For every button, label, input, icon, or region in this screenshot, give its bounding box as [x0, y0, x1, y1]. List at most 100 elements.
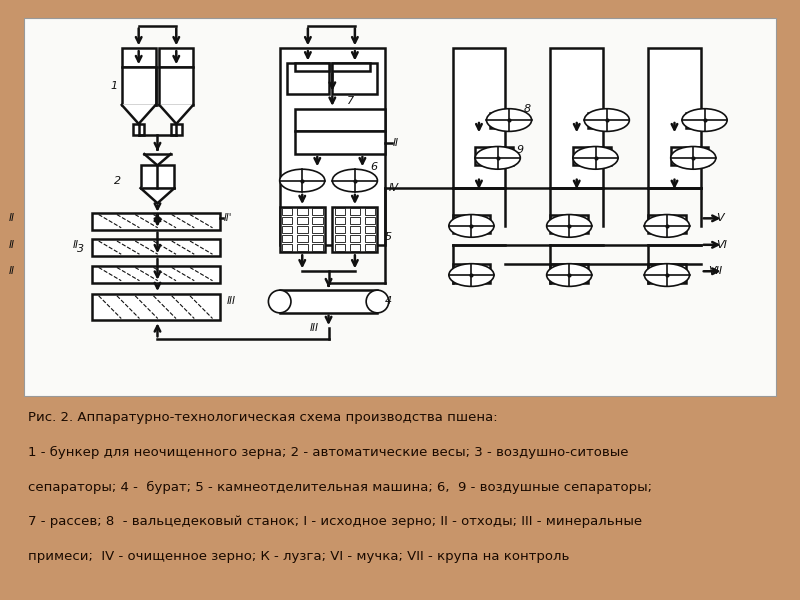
Text: Рис. 2. Аппаратурно-технологическая схема производства пшена:: Рис. 2. Аппаратурно-технологическая схем… [28, 411, 498, 424]
Text: примеси;  IV - очищенное зерно; К - лузга; VI - мучка; VII - крупа на контроль: примеси; IV - очищенное зерно; К - лузга… [28, 550, 570, 563]
Bar [334, 244, 345, 251]
Bar [350, 217, 360, 224]
Circle shape [332, 169, 378, 192]
Bar [92, 239, 219, 256]
Bar [334, 208, 345, 215]
Circle shape [645, 263, 690, 286]
Text: 7 - рассев; 8  - вальцедековый станок; I - исходное зерно; II - отходы; III - ми: 7 - рассев; 8 - вальцедековый станок; I … [28, 515, 642, 529]
Text: 6: 6 [370, 163, 377, 172]
Bar [334, 235, 345, 242]
Text: сепараторы; 4 -  бурат; 5 - камнеотделительная машина; 6,  9 - воздушные сепарат: сепараторы; 4 - бурат; 5 - камнеотделите… [28, 481, 652, 494]
Bar [141, 166, 174, 188]
Circle shape [546, 215, 592, 237]
Bar [297, 208, 307, 215]
Text: III: III [310, 323, 318, 333]
Bar [170, 124, 182, 135]
Ellipse shape [366, 290, 389, 313]
Circle shape [449, 263, 494, 286]
Text: 4: 4 [385, 296, 392, 307]
Bar [92, 212, 219, 230]
Text: 8: 8 [524, 104, 531, 114]
Text: 2: 2 [114, 176, 122, 185]
Bar [550, 215, 588, 233]
Polygon shape [159, 105, 194, 124]
Bar [280, 48, 385, 245]
Bar [550, 48, 603, 188]
Polygon shape [122, 105, 155, 124]
Text: 7: 7 [347, 96, 354, 106]
Bar [453, 48, 506, 188]
Bar [453, 215, 490, 233]
Bar [334, 226, 345, 233]
Bar [475, 146, 513, 166]
Bar [122, 67, 156, 105]
Bar [490, 113, 520, 128]
Bar [312, 226, 322, 233]
Bar [92, 294, 219, 320]
Bar [670, 146, 708, 166]
Bar [550, 263, 588, 283]
Bar [365, 208, 375, 215]
Circle shape [670, 146, 716, 169]
Text: II': II' [223, 214, 232, 223]
Polygon shape [144, 154, 170, 166]
Bar [282, 235, 293, 242]
Bar [588, 113, 618, 128]
Bar [365, 226, 375, 233]
Circle shape [682, 109, 727, 131]
Text: 1: 1 [110, 81, 118, 91]
Bar [297, 244, 307, 251]
Circle shape [280, 169, 325, 192]
Bar [282, 226, 293, 233]
Text: 5: 5 [385, 232, 392, 242]
Bar [159, 67, 194, 105]
Bar [350, 244, 360, 251]
Bar [280, 207, 325, 253]
Bar [332, 207, 378, 253]
Bar [280, 290, 378, 313]
Bar [312, 208, 322, 215]
Circle shape [486, 109, 532, 131]
Bar [312, 244, 322, 251]
Bar [365, 217, 375, 224]
Bar [282, 244, 293, 251]
Text: II: II [9, 266, 15, 276]
Bar [297, 235, 307, 242]
Bar [686, 113, 716, 128]
Bar [350, 226, 360, 233]
Bar [332, 64, 378, 94]
Bar [648, 215, 686, 233]
Bar [648, 263, 686, 283]
Bar [365, 244, 375, 251]
Bar [312, 217, 322, 224]
Circle shape [573, 146, 618, 169]
Polygon shape [141, 188, 174, 203]
Circle shape [584, 109, 630, 131]
Bar [294, 131, 385, 154]
Bar [297, 226, 307, 233]
Bar [297, 217, 307, 224]
Text: 9: 9 [517, 145, 524, 155]
Bar [282, 217, 293, 224]
Bar [92, 266, 219, 283]
Bar [350, 208, 360, 215]
Circle shape [645, 215, 690, 237]
Text: VI: VI [716, 240, 726, 250]
Bar [648, 48, 701, 188]
Text: 3: 3 [77, 244, 84, 254]
Ellipse shape [268, 290, 291, 313]
Text: V: V [716, 214, 723, 223]
Bar [312, 235, 322, 242]
Circle shape [546, 263, 592, 286]
Bar [294, 64, 329, 71]
Bar [133, 124, 144, 135]
Bar [334, 217, 345, 224]
Bar [350, 235, 360, 242]
Bar [453, 263, 490, 283]
Circle shape [475, 146, 520, 169]
Text: IV: IV [389, 183, 399, 193]
Bar [282, 208, 293, 215]
Text: II: II [73, 240, 79, 250]
Bar [294, 109, 385, 131]
Text: III: III [227, 296, 236, 307]
